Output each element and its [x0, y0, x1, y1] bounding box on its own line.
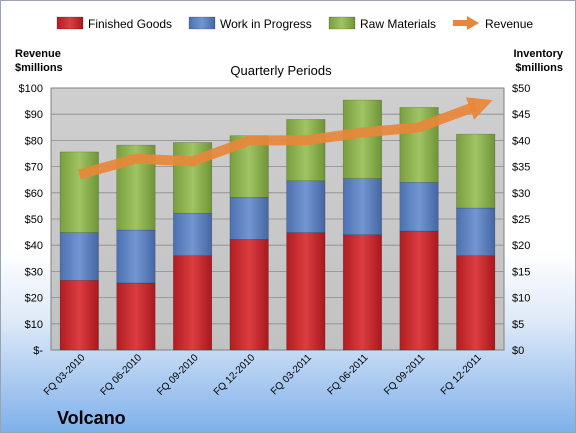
bar-raw-materials — [59, 151, 99, 233]
revenue-line — [77, 101, 478, 180]
legend-label: Revenue — [485, 17, 533, 31]
legend-revenue-arrow — [467, 16, 479, 30]
bar-work-in-progress — [116, 229, 156, 284]
left-tick-label: $70 — [25, 162, 43, 174]
right-tick-label: $15 — [512, 266, 530, 278]
left-tick-label: $50 — [25, 214, 43, 226]
right-tick-label: $50 — [512, 83, 530, 95]
x-tick-label: FQ 09-2010 — [155, 352, 201, 398]
bar-work-in-progress — [229, 197, 269, 240]
chart-title: Quarterly Periods — [230, 63, 332, 78]
bar-finished-goods — [116, 282, 156, 351]
bar-work-in-progress — [59, 232, 99, 281]
right-tick-label: $20 — [512, 240, 530, 252]
right-tick-label: $40 — [512, 135, 530, 147]
bar-raw-materials — [229, 135, 269, 198]
legend-swatch — [188, 16, 216, 30]
legend-label: Raw Materials — [360, 17, 436, 31]
bar-raw-materials — [342, 99, 382, 179]
left-tick-label: $10 — [25, 319, 43, 331]
right-tick-label: $30 — [512, 188, 530, 200]
bar-work-in-progress — [456, 207, 496, 256]
right-tick-label: $25 — [512, 214, 530, 226]
x-tick-label: FQ 12-2011 — [439, 352, 484, 397]
bar-finished-goods — [342, 234, 382, 351]
x-tick-label: FQ 12-2010 — [212, 352, 258, 398]
bar-finished-goods — [286, 232, 326, 351]
x-tick-label: FQ 06-2011 — [326, 352, 371, 397]
right-tick-label: $35 — [512, 162, 530, 174]
left-tick-label: $20 — [25, 293, 43, 305]
bar-raw-materials — [286, 119, 326, 182]
bar-work-in-progress — [342, 178, 382, 236]
bar-raw-materials — [456, 133, 496, 209]
bar-finished-goods — [229, 239, 269, 351]
bar-finished-goods — [59, 280, 99, 351]
left-tick-label: $100 — [19, 83, 43, 95]
legend-label: Finished Goods — [88, 17, 172, 31]
bar-finished-goods — [173, 255, 213, 351]
legend-swatch — [56, 16, 84, 30]
left-tick-label: $60 — [25, 188, 43, 200]
bar-work-in-progress — [173, 212, 213, 256]
x-tick-label: FQ 06-2010 — [99, 352, 145, 398]
left-tick-label: $80 — [25, 135, 43, 147]
right-axis-title: Inventory $millions — [513, 48, 563, 74]
left-tick-label: $40 — [25, 240, 43, 252]
left-tick-label: $90 — [25, 109, 43, 121]
right-tick-label: $10 — [512, 293, 530, 305]
right-tick-label: $5 — [512, 319, 524, 331]
bar-work-in-progress — [286, 180, 326, 233]
left-tick-label: $30 — [25, 266, 43, 278]
company-name: Volcano — [57, 408, 126, 428]
right-tick-label: $45 — [512, 109, 530, 121]
left-tick-label: $- — [33, 345, 43, 357]
revenue-arrowhead — [465, 97, 493, 120]
x-tick-label: FQ 03-2010 — [42, 352, 88, 398]
x-tick-label: FQ 03-2011 — [269, 352, 314, 397]
legend-label: Work in Progress — [220, 17, 312, 31]
bar-finished-goods — [456, 255, 496, 351]
left-axis-title: Revenue $millions — [15, 48, 63, 74]
bar-finished-goods — [399, 230, 439, 351]
legend-swatch — [328, 16, 356, 30]
x-tick-label: FQ 09-2011 — [382, 352, 427, 397]
bar-work-in-progress — [399, 182, 439, 232]
right-tick-label: $0 — [512, 345, 524, 357]
